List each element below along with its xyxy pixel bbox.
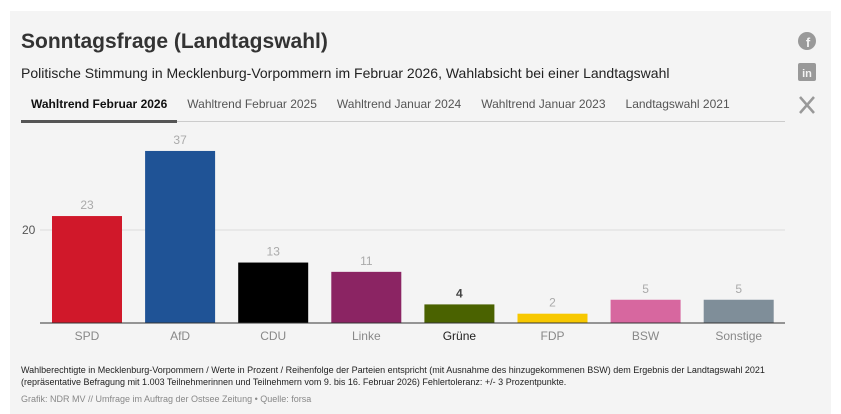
tab-januar-2024[interactable]: Wahltrend Januar 2024 <box>336 97 462 111</box>
bar-bsw <box>610 299 681 323</box>
tab-februar-2025[interactable]: Wahltrend Februar 2025 <box>187 97 317 111</box>
x-tick-label: CDU <box>260 329 286 343</box>
footnote: Wahlberechtigte in Mecklenburg-Vorpommer… <box>21 365 765 387</box>
x-tick-label: FDP <box>541 329 565 343</box>
x-tick-label: Sonstige <box>715 329 762 343</box>
data-label: 4 <box>456 286 463 300</box>
tab-landtagswahl-2021[interactable]: Landtagswahl 2021 <box>625 97 730 111</box>
data-label: 5 <box>642 282 649 296</box>
x-icon[interactable] <box>797 95 817 115</box>
bar-grüne <box>424 304 495 323</box>
bar-linke <box>331 271 402 323</box>
data-label: 2 <box>549 296 556 310</box>
svg-text:f: f <box>806 35 811 50</box>
bar-sonstige <box>703 299 774 323</box>
tab-januar-2023[interactable]: Wahltrend Januar 2023 <box>481 97 606 111</box>
data-label: 23 <box>80 198 94 212</box>
bar-afd <box>145 150 216 323</box>
subtitle: Politische Stimmung in Mecklenburg-Vorpo… <box>21 65 670 81</box>
data-label: 13 <box>267 245 281 259</box>
tab-februar-2026[interactable]: Wahltrend Februar 2026 <box>21 96 178 123</box>
y-tick-label: 20 <box>22 223 36 237</box>
x-tick-label: BSW <box>632 329 660 343</box>
facebook-icon[interactable]: f <box>797 31 817 51</box>
svg-text:in: in <box>802 68 812 80</box>
page-title: Sonntagsfrage (Landtagswahl) <box>21 30 328 53</box>
bar-chart: 20 23 SPD 37 AfD 13 CDU 11 Linke 4 Grüne 2 FDP 5 BSW 5 S… <box>22 133 785 343</box>
x-tick-label: Grüne <box>443 329 477 343</box>
source-note: Grafik: NDR MV // Umfrage im Auftrag der… <box>21 394 312 404</box>
x-tick-label: AfD <box>170 329 190 343</box>
bar-cdu <box>238 262 309 323</box>
x-tick-label: SPD <box>75 329 100 343</box>
bar-fdp <box>517 313 588 323</box>
x-tick-label: Linke <box>352 329 381 343</box>
tab-bar: Wahltrend Februar 2026 Wahltrend Februar… <box>21 96 785 123</box>
linkedin-icon[interactable]: in <box>797 62 817 82</box>
data-label: 5 <box>735 282 742 296</box>
data-label: 11 <box>360 254 373 268</box>
bar-spd <box>52 216 122 323</box>
data-label: 37 <box>173 133 187 147</box>
